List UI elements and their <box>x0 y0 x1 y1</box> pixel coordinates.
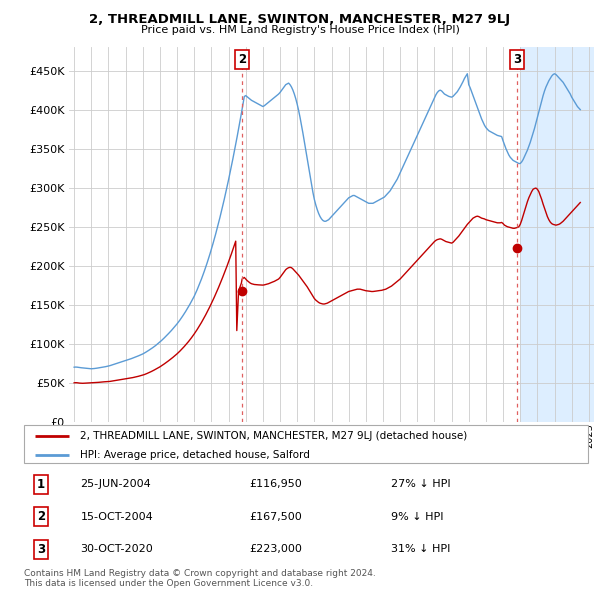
Text: 2, THREADMILL LANE, SWINTON, MANCHESTER, M27 9LJ (detached house): 2, THREADMILL LANE, SWINTON, MANCHESTER,… <box>80 431 467 441</box>
FancyBboxPatch shape <box>24 425 588 463</box>
Text: 3: 3 <box>513 53 521 66</box>
Text: £223,000: £223,000 <box>250 545 302 554</box>
Text: 1: 1 <box>37 478 45 491</box>
Text: 2, THREADMILL LANE, SWINTON, MANCHESTER, M27 9LJ: 2, THREADMILL LANE, SWINTON, MANCHESTER,… <box>89 13 511 26</box>
Text: 2: 2 <box>37 510 45 523</box>
Text: Price paid vs. HM Land Registry's House Price Index (HPI): Price paid vs. HM Land Registry's House … <box>140 25 460 35</box>
Text: 25-JUN-2004: 25-JUN-2004 <box>80 480 151 489</box>
Text: 2: 2 <box>238 53 246 66</box>
Text: 3: 3 <box>37 543 45 556</box>
Text: Contains HM Land Registry data © Crown copyright and database right 2024.: Contains HM Land Registry data © Crown c… <box>24 569 376 578</box>
Text: This data is licensed under the Open Government Licence v3.0.: This data is licensed under the Open Gov… <box>24 579 313 588</box>
Text: 30-OCT-2020: 30-OCT-2020 <box>80 545 153 554</box>
Text: 9% ↓ HPI: 9% ↓ HPI <box>391 512 443 522</box>
Bar <box>520 47 594 422</box>
Text: £116,950: £116,950 <box>250 480 302 489</box>
Text: 31% ↓ HPI: 31% ↓ HPI <box>391 545 450 554</box>
Text: HPI: Average price, detached house, Salford: HPI: Average price, detached house, Salf… <box>80 450 310 460</box>
Text: 15-OCT-2004: 15-OCT-2004 <box>80 512 153 522</box>
Text: £167,500: £167,500 <box>250 512 302 522</box>
Text: 27% ↓ HPI: 27% ↓ HPI <box>391 480 450 489</box>
